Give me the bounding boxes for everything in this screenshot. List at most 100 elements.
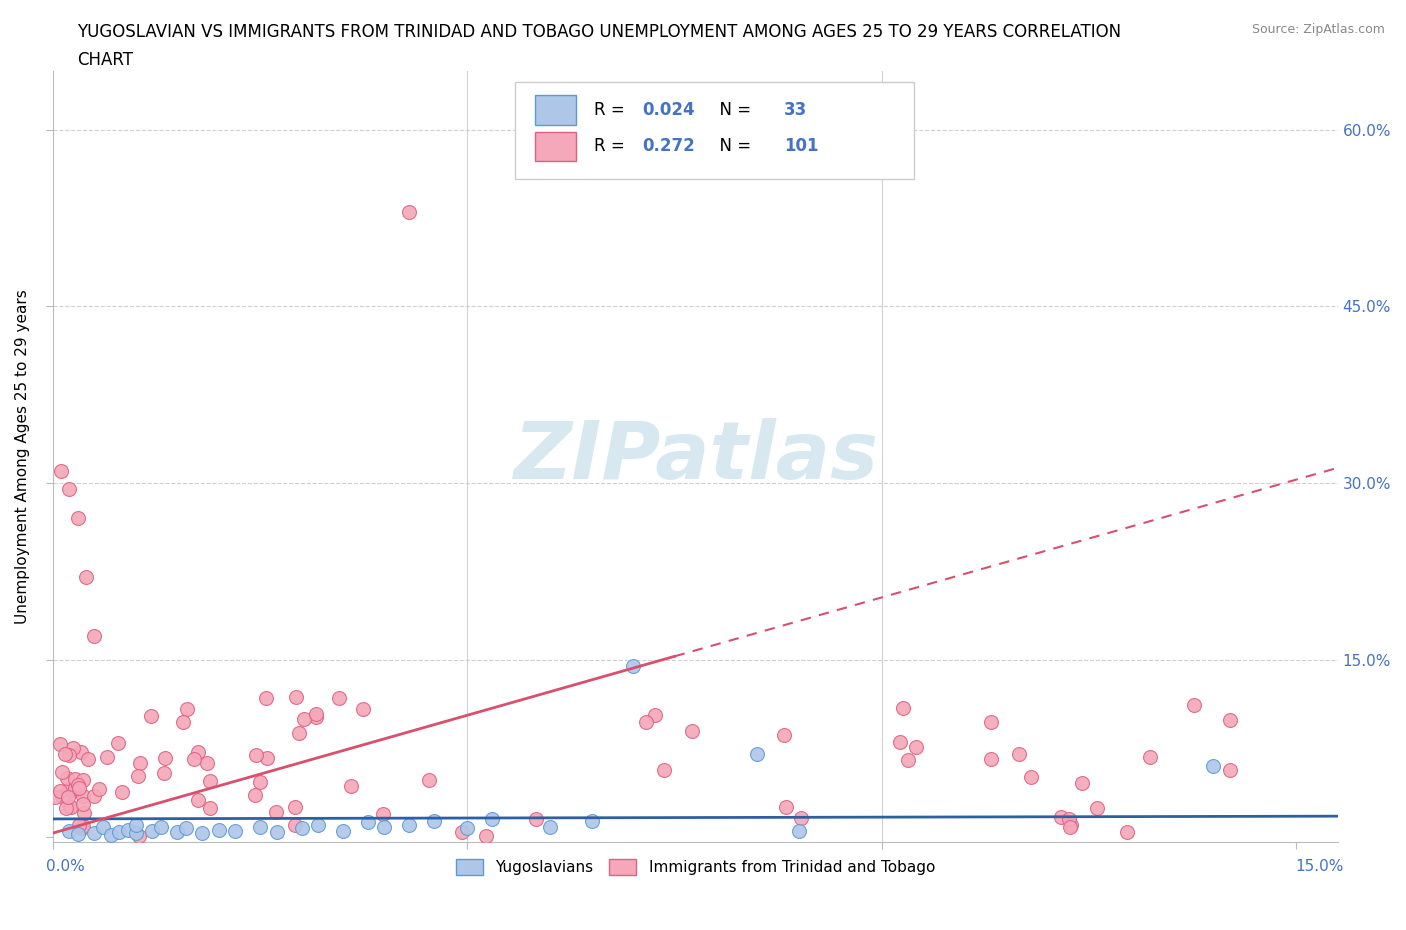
Text: ZIPatlas: ZIPatlas <box>513 418 877 496</box>
Point <box>67 781 90 796</box>
Point <box>70 820 93 835</box>
FancyBboxPatch shape <box>516 83 914 179</box>
Point <box>256 751 278 766</box>
Point <box>60 799 83 814</box>
Point <box>153 751 176 765</box>
Point <box>58 482 80 497</box>
Point <box>266 805 288 820</box>
Point <box>51 464 73 479</box>
Point <box>371 806 394 821</box>
Point <box>172 715 194 730</box>
Point <box>96 750 118 764</box>
Point <box>1057 812 1080 827</box>
Point <box>55 801 77 816</box>
Point <box>644 708 666 723</box>
Point <box>166 824 188 839</box>
Point <box>77 751 100 766</box>
Text: R =: R = <box>593 101 630 119</box>
Point <box>775 800 797 815</box>
Point <box>266 824 288 839</box>
FancyBboxPatch shape <box>534 132 576 161</box>
Text: 0.024: 0.024 <box>643 101 695 119</box>
Text: 101: 101 <box>785 138 818 155</box>
Point <box>773 727 796 742</box>
Point <box>352 701 374 716</box>
Point <box>1116 825 1139 840</box>
Point <box>980 715 1002 730</box>
Point <box>398 205 420 219</box>
Point <box>747 747 769 762</box>
Point <box>198 800 221 815</box>
Point <box>62 740 84 755</box>
Point <box>72 818 94 833</box>
Point <box>1085 801 1108 816</box>
Point <box>72 805 94 820</box>
Point <box>243 788 266 803</box>
Point <box>149 819 172 834</box>
Point <box>284 800 307 815</box>
Text: 0.0%: 0.0% <box>46 859 86 874</box>
Legend: Yugoslavians, Immigrants from Trinidad and Tobago: Yugoslavians, Immigrants from Trinidad a… <box>450 853 941 881</box>
Point <box>256 690 278 705</box>
Point <box>1219 713 1241 728</box>
Point <box>128 829 150 844</box>
Point <box>652 763 675 777</box>
Point <box>224 823 246 838</box>
Point <box>66 827 89 842</box>
Point <box>91 819 114 834</box>
Point <box>83 629 105 644</box>
Text: N =: N = <box>710 138 756 155</box>
Point <box>176 701 198 716</box>
Point <box>292 712 315 727</box>
Point <box>1050 810 1073 825</box>
Point <box>63 771 86 786</box>
Text: 15.0%: 15.0% <box>1296 859 1344 874</box>
Point <box>249 775 271 790</box>
Point <box>481 812 503 827</box>
Point <box>83 789 105 804</box>
Point <box>1071 776 1094 790</box>
Y-axis label: Unemployment Among Ages 25 to 29 years: Unemployment Among Ages 25 to 29 years <box>15 289 30 624</box>
Point <box>58 748 80 763</box>
Text: Source: ZipAtlas.com: Source: ZipAtlas.com <box>1251 23 1385 36</box>
FancyBboxPatch shape <box>534 96 576 125</box>
Point <box>59 800 82 815</box>
Point <box>581 814 603 829</box>
Point <box>56 790 79 804</box>
Text: R =: R = <box>593 138 630 155</box>
Point <box>153 765 176 780</box>
Point <box>58 782 80 797</box>
Point <box>83 826 105 841</box>
Point <box>87 781 110 796</box>
Point <box>307 817 329 832</box>
Point <box>418 773 440 788</box>
Point <box>129 755 152 770</box>
Point <box>56 770 79 785</box>
Point <box>398 817 420 832</box>
Point <box>357 815 380 830</box>
Point <box>44 790 66 805</box>
Point <box>63 780 86 795</box>
Point <box>891 700 914 715</box>
Point <box>787 823 810 838</box>
Point <box>245 748 267 763</box>
Point <box>423 814 446 829</box>
Point <box>1182 698 1205 712</box>
Point <box>125 817 148 832</box>
Point <box>621 658 644 673</box>
Point <box>107 736 129 751</box>
Point <box>100 828 122 843</box>
Point <box>49 784 72 799</box>
Point <box>285 689 308 704</box>
Point <box>1059 819 1081 834</box>
Point <box>288 725 311 740</box>
Point <box>70 745 93 760</box>
Text: N =: N = <box>710 101 756 119</box>
Point <box>304 707 326 722</box>
Point <box>328 690 350 705</box>
Point <box>208 822 231 837</box>
Point <box>475 828 498 843</box>
Point <box>174 821 197 836</box>
Point <box>249 819 271 834</box>
Point <box>111 784 134 799</box>
